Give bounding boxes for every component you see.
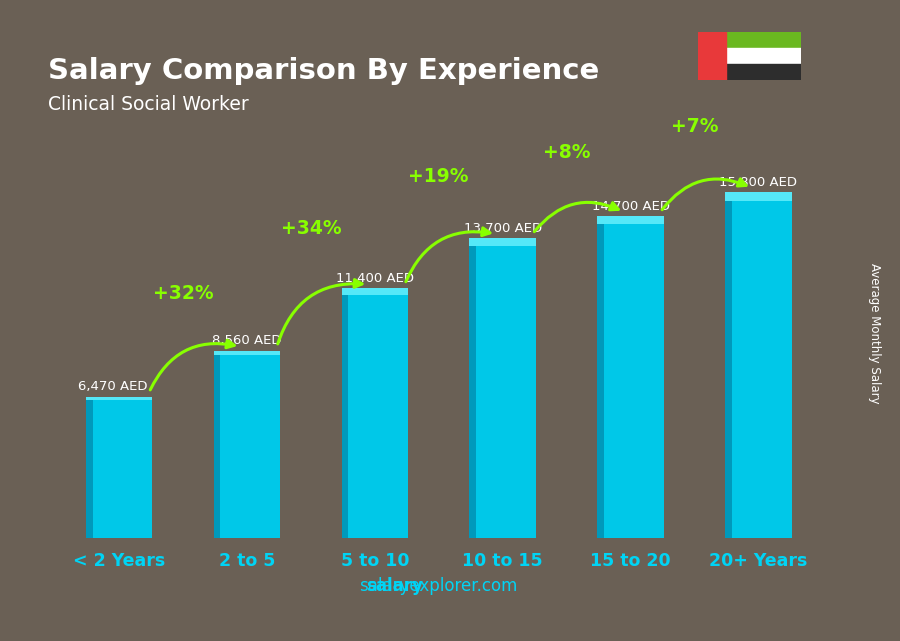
- Text: 11,400 AED: 11,400 AED: [336, 272, 414, 285]
- Text: Average Monthly Salary: Average Monthly Salary: [868, 263, 881, 404]
- Text: +7%: +7%: [670, 117, 718, 136]
- Text: +8%: +8%: [543, 143, 590, 162]
- Bar: [598, 216, 664, 224]
- Bar: [725, 192, 792, 201]
- Bar: [470, 238, 536, 246]
- Text: 6,470 AED: 6,470 AED: [78, 380, 148, 393]
- Bar: [86, 397, 152, 400]
- Bar: [342, 288, 408, 295]
- Bar: [86, 397, 93, 538]
- Text: +34%: +34%: [281, 219, 341, 238]
- Text: salaryexplorer.com: salaryexplorer.com: [360, 577, 518, 595]
- Bar: [725, 192, 792, 538]
- Bar: [726, 48, 801, 64]
- Text: Salary Comparison By Experience: Salary Comparison By Experience: [48, 57, 599, 85]
- Bar: [726, 64, 801, 80]
- Text: 13,700 AED: 13,700 AED: [464, 222, 542, 235]
- Text: +32%: +32%: [153, 284, 213, 303]
- Bar: [598, 216, 604, 538]
- Bar: [598, 216, 664, 538]
- Text: 14,700 AED: 14,700 AED: [591, 200, 670, 213]
- Text: +19%: +19%: [409, 167, 469, 186]
- Bar: [725, 192, 732, 538]
- Bar: [726, 32, 801, 48]
- Bar: [470, 238, 476, 538]
- Bar: [213, 351, 220, 538]
- Text: 8,560 AED: 8,560 AED: [212, 335, 282, 347]
- Text: 15,800 AED: 15,800 AED: [719, 176, 797, 188]
- Bar: [342, 288, 408, 538]
- Text: Clinical Social Worker: Clinical Social Worker: [48, 95, 248, 113]
- Bar: [470, 238, 536, 538]
- Bar: [213, 351, 280, 355]
- Bar: [213, 351, 280, 538]
- Bar: [342, 288, 348, 538]
- Text: salary: salary: [366, 577, 423, 595]
- Bar: [698, 32, 726, 80]
- Bar: [86, 397, 152, 538]
